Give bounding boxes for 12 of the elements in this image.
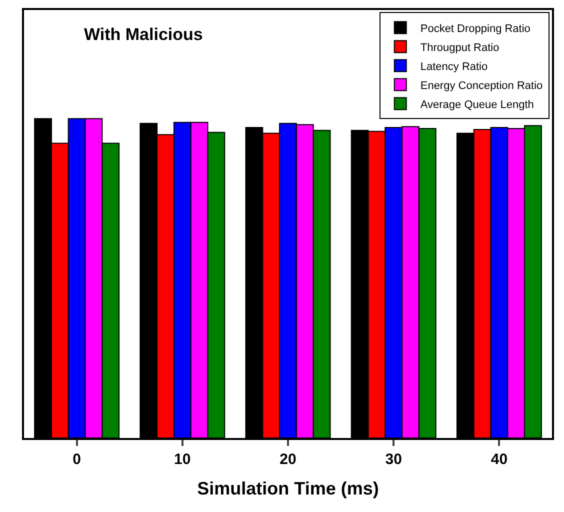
x-tick-label: 10	[174, 451, 191, 468]
legend-label: Energy Conception Ratio	[420, 80, 543, 92]
x-tick-label: 20	[280, 451, 296, 468]
chart-title: With Malicious	[84, 25, 203, 44]
legend-label: Average Queue Length	[420, 98, 534, 111]
legend-label: Througput Ratio	[420, 42, 500, 54]
x-tick-label: 40	[490, 451, 508, 468]
x-tick-label: 30	[385, 451, 402, 468]
legend-label: Pocket Dropping Ratio	[420, 22, 530, 35]
legend-label: Latency Ratio	[420, 60, 488, 73]
x-tick-label: 0	[72, 451, 81, 468]
x-axis-title: Simulation Time (ms)	[197, 478, 379, 499]
